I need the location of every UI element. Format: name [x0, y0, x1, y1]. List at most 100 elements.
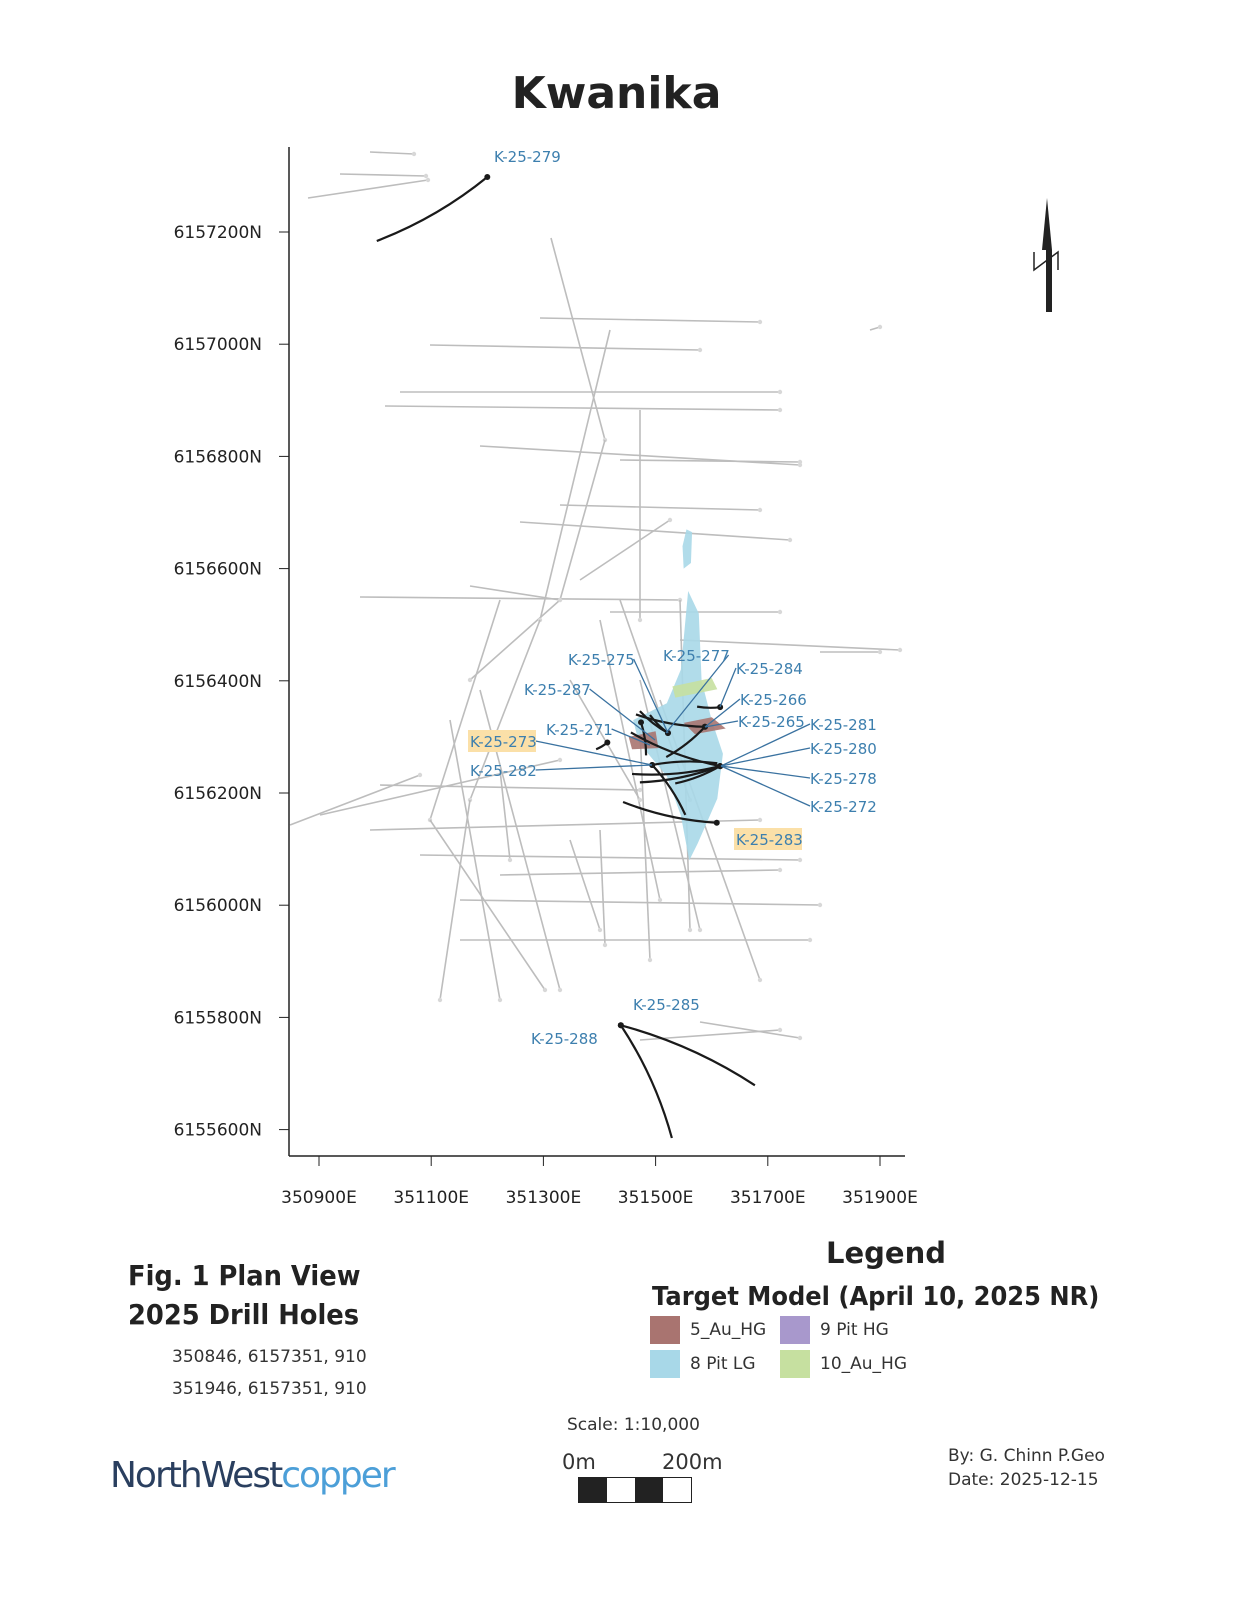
historic-collar [417, 772, 423, 778]
legend-item-10-au-hg: 10_Au_HG [780, 1350, 907, 1378]
historic-collar [697, 927, 703, 933]
y-tick-label: 6156400N [174, 672, 262, 692]
historic-collar [777, 1027, 783, 1033]
legend-label: 10_Au_HG [820, 1354, 907, 1374]
historic-collar [425, 177, 431, 183]
historic-collar [777, 867, 783, 873]
historic-drill-trace [639, 729, 651, 961]
drill-trace [631, 765, 721, 776]
label-leader [720, 747, 811, 767]
historic-collar [757, 977, 763, 983]
historic-drill-trace [379, 784, 641, 791]
drill-hole-K-25-288 [617, 1022, 673, 1139]
drill-hole-K-25-272 [631, 763, 724, 776]
historic-drill-trace [499, 769, 511, 861]
historic-collar [687, 927, 693, 933]
drill-hole-label: K-25-273 [470, 733, 537, 751]
scale-start-label: 0m [562, 1450, 596, 1474]
section-coord-1: 350846, 6157351, 910 [172, 1347, 367, 1367]
label-highlight [468, 730, 536, 752]
historic-collar [817, 902, 823, 908]
label-leader [720, 765, 811, 779]
x-tick-label: 350900E [281, 1188, 357, 1208]
drill-hole-K-25-287 [595, 739, 611, 751]
label-leader [535, 764, 653, 771]
y-tick-label: 6156600N [174, 560, 262, 580]
label-leader [719, 667, 737, 708]
historic-drill-trace [499, 869, 781, 876]
historic-drill-trace [569, 839, 601, 931]
drill-hole-label: K-25-282 [470, 762, 537, 780]
drill-trace [665, 726, 706, 759]
historic-collar [557, 987, 563, 993]
drill-hole-K-25-279 [376, 174, 491, 243]
drill-trace [652, 760, 718, 767]
historic-collar [657, 897, 663, 903]
drill-hole-label: K-25-288 [531, 1030, 598, 1048]
drill-hole-K-25-283 [622, 800, 720, 826]
legend-item-8-pit-lg: 8 Pit LG [650, 1350, 756, 1378]
historic-drill-trace [449, 719, 501, 1001]
historic-drill-trace [359, 596, 681, 601]
historic-collar [423, 173, 429, 179]
historic-collar [647, 957, 653, 963]
legend-swatch [780, 1350, 810, 1378]
north-arrow-head [1042, 198, 1052, 250]
drill-hole-label: K-25-275 [568, 651, 635, 669]
historic-drill-trace [459, 899, 821, 906]
section-coord-2: 351946, 6157351, 910 [172, 1379, 367, 1399]
historic-drill-trace [599, 829, 606, 946]
historic-collar [411, 151, 417, 157]
drill-trace [696, 705, 721, 709]
drill-hole-label: K-25-281 [810, 716, 877, 734]
legend-swatch [650, 1316, 680, 1344]
historic-drill-trace [429, 344, 701, 351]
legend-label: 5_Au_HG [690, 1320, 767, 1340]
drill-trace [376, 176, 488, 243]
historic-drill-trace [699, 1021, 801, 1039]
northwestcopper-logo: NorthWestcopper [110, 1455, 396, 1496]
map-title: Kwanika [511, 68, 722, 119]
historic-collar [777, 389, 783, 395]
historic-collar [542, 987, 548, 993]
historic-collar [602, 942, 608, 948]
label-leader [720, 723, 811, 767]
label-leader [589, 688, 656, 741]
drill-hole-label: K-25-265 [738, 713, 805, 731]
historic-drill-trace [469, 585, 561, 601]
historic-collar [757, 319, 763, 325]
historic-drill-trace [429, 599, 501, 821]
legend-label: 9 Pit HG [820, 1320, 889, 1340]
drill-hole-label: K-25-279 [494, 148, 561, 166]
historic-drill-trace [539, 329, 611, 621]
x-tick-label: 351900E [842, 1188, 918, 1208]
historic-collar [667, 517, 673, 523]
collar-point [638, 719, 645, 726]
historic-collar [807, 937, 813, 943]
historic-collar [637, 617, 643, 623]
historic-drill-trace [439, 799, 471, 1001]
historic-collar [897, 647, 903, 653]
y-tick-label: 6156800N [174, 447, 262, 467]
historic-collar [437, 997, 443, 1003]
label-leader [535, 740, 653, 766]
north-arrow-icon [1033, 198, 1059, 312]
legend-label: 8 Pit LG [690, 1354, 756, 1374]
drill-trace [630, 731, 721, 768]
collar-point [717, 704, 724, 711]
historic-drill-trace [469, 619, 541, 801]
collar-point [649, 761, 656, 768]
label-leader [611, 728, 651, 746]
historic-drill-trace [559, 439, 606, 601]
north-n-glyph [1033, 250, 1059, 272]
historic-drill-trace [419, 854, 801, 861]
historic-collar [637, 787, 643, 793]
historic-collar [597, 927, 603, 933]
drill-hole-K-25-284 [696, 704, 724, 711]
figure-caption: Fig. 1 Plan View 2025 Drill Holes [128, 1256, 361, 1334]
historic-collar [507, 857, 513, 863]
historic-drill-trace [539, 317, 761, 323]
historic-collar [557, 597, 563, 603]
label-leader [633, 658, 669, 734]
historic-collar [777, 407, 783, 413]
